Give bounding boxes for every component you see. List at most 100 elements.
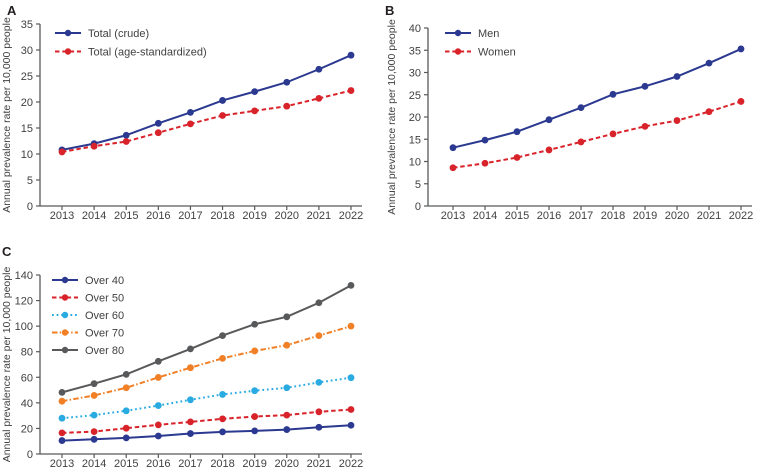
legend-label-over-70: Over 70 xyxy=(85,328,124,340)
data-point-over-50 xyxy=(219,415,226,423)
data-point-men xyxy=(673,73,681,80)
data-point-over-70 xyxy=(347,322,355,330)
legend-label-total-crude: Total (crude) xyxy=(88,28,149,40)
x-tick-label: 2020 xyxy=(275,210,299,222)
y-tick-label: 20 xyxy=(21,423,33,435)
x-tick-label: 2021 xyxy=(307,210,331,222)
data-point-total-age-standardized xyxy=(187,120,194,128)
data-point-total-age-standardized xyxy=(251,107,259,115)
panel-c-label: C xyxy=(2,244,12,259)
data-point-over-50 xyxy=(187,418,194,426)
data-point-total-age-standardized xyxy=(154,129,162,137)
data-point-women xyxy=(577,138,585,146)
data-point-over-70 xyxy=(283,341,291,349)
x-tick-label: 2018 xyxy=(210,210,234,222)
y-tick-label: 80 xyxy=(21,347,33,359)
data-point-total-crude xyxy=(122,131,130,139)
data-point-men xyxy=(705,59,713,67)
data-point-over-40 xyxy=(283,426,291,433)
data-point-over-60 xyxy=(90,411,98,419)
data-point-over-40 xyxy=(315,423,323,431)
legend-label-men: Men xyxy=(478,28,499,40)
data-point-over-60 xyxy=(58,414,66,422)
data-point-over-40 xyxy=(251,427,259,435)
series-line-over-70 xyxy=(61,325,352,403)
x-tick-label: 2013 xyxy=(441,210,465,222)
x-tick-label: 2015 xyxy=(114,458,138,470)
y-tick-label: 140 xyxy=(15,270,33,282)
x-tick-label: 2016 xyxy=(146,210,170,222)
data-point-over-70 xyxy=(251,347,259,355)
y-tick-label: 30 xyxy=(21,45,33,57)
x-tick-label: 2022 xyxy=(339,210,363,222)
data-point-over-80 xyxy=(187,345,194,353)
data-point-over-80 xyxy=(251,320,259,328)
x-tick-label: 2019 xyxy=(242,458,266,470)
y-tick-label: 5 xyxy=(415,179,421,191)
y-tick-label: 10 xyxy=(21,149,33,161)
legend-label-women: Women xyxy=(478,47,516,59)
data-point-women xyxy=(545,146,553,154)
chart-panel-c: 0 20 40 60 80 100 120 140 2013 2014 2015 2016 2017 20… xyxy=(1,267,363,470)
data-point-over-80 xyxy=(315,299,323,307)
data-point-women xyxy=(641,122,649,130)
data-point-total-crude xyxy=(347,51,355,59)
data-point-over-50 xyxy=(122,424,130,432)
legend-marker-men xyxy=(454,29,462,37)
data-point-men xyxy=(577,104,585,112)
y-tick-label: 30 xyxy=(409,68,421,80)
data-point-over-50 xyxy=(154,421,162,429)
data-point-total-crude xyxy=(315,65,323,73)
legend-marker-over-80 xyxy=(61,346,69,354)
chart-panel-b: 0 5 10 15 20 25 30 35 40 2013 2014 2015 2016 2017 2018… xyxy=(386,19,753,222)
x-tick-label: 2018 xyxy=(210,458,234,470)
data-point-over-50 xyxy=(251,413,259,420)
x-tick-label: 2017 xyxy=(178,458,202,470)
data-point-over-80 xyxy=(283,313,291,321)
data-point-over-70 xyxy=(122,384,130,392)
x-tick-label: 2021 xyxy=(697,210,721,222)
x-tick-label: 2019 xyxy=(633,210,657,222)
data-point-over-50 xyxy=(347,406,355,413)
data-point-men xyxy=(513,128,521,136)
data-point-over-80 xyxy=(347,281,355,289)
series-line-over-40 xyxy=(61,424,352,442)
data-point-over-50 xyxy=(283,411,291,419)
legend-marker-women xyxy=(454,48,462,55)
data-point-women xyxy=(513,154,521,161)
data-point-total-age-standardized xyxy=(283,102,291,110)
y-tick-label: 0 xyxy=(27,201,33,213)
data-point-total-age-standardized xyxy=(90,142,98,150)
data-point-total-age-standardized xyxy=(219,112,226,119)
legend-label-total-age-standardized: Total (age-standardized) xyxy=(88,47,207,59)
panel-a-label: A xyxy=(7,3,17,18)
panel-b-label: B xyxy=(385,3,395,18)
y-tick-label: 0 xyxy=(27,449,33,461)
data-point-over-60 xyxy=(251,387,259,395)
x-tick-label: 2014 xyxy=(473,210,497,222)
y-tick-label: 5 xyxy=(27,175,33,187)
legend-marker-total-crude xyxy=(64,29,72,37)
legend-label-over-50: Over 50 xyxy=(85,293,124,305)
x-tick-label: 2020 xyxy=(275,458,299,470)
series-line-over-60 xyxy=(61,376,352,420)
data-point-women xyxy=(609,130,617,138)
x-tick-label: 2017 xyxy=(569,210,593,222)
x-tick-label: 2015 xyxy=(505,210,529,222)
y-tick-label: 60 xyxy=(21,372,33,384)
y-axis-title: Annual prevalence rate per 10,000 people xyxy=(1,267,13,463)
data-point-over-70 xyxy=(90,392,98,399)
x-tick-label: 2018 xyxy=(601,210,625,222)
data-point-over-80 xyxy=(122,370,130,378)
x-tick-label: 2016 xyxy=(146,458,170,470)
data-point-over-40 xyxy=(122,434,130,442)
data-point-over-50 xyxy=(90,428,98,436)
data-point-over-60 xyxy=(187,396,194,404)
x-tick-label: 2015 xyxy=(114,210,138,222)
y-tick-label: 20 xyxy=(409,112,421,124)
chart-panel-a: 0 5 10 15 20 25 30 35 2013 2014 2015 2016 2017 2018 20… xyxy=(1,17,363,222)
legend-label-over-80: Over 80 xyxy=(85,345,124,357)
x-tick-label: 2017 xyxy=(178,210,202,222)
y-axis-title: Annual prevalence rate per 10,000 people xyxy=(386,19,398,215)
